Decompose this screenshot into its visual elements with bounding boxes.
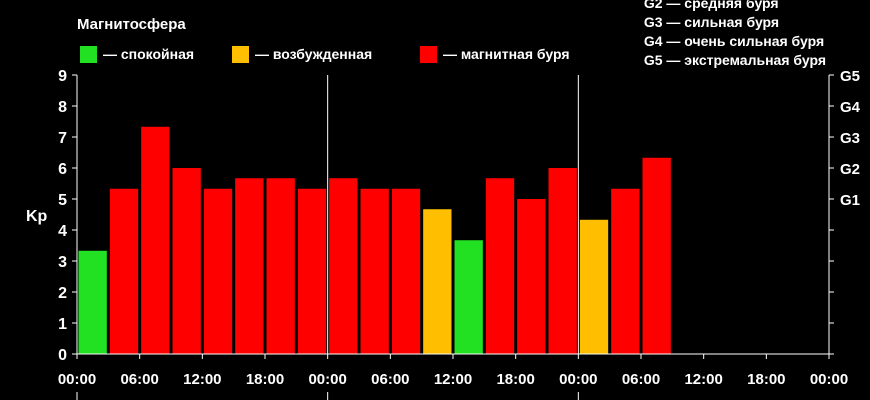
y-tick-label: 8 [58,99,67,116]
y-tick-label: 1 [58,316,67,333]
legend-swatch-quiet [80,45,97,63]
y-tick-label: 9 [58,68,67,85]
legend-swatch-storm [420,45,437,63]
kp-bar [203,188,233,354]
x-tick-label: 12:00 [434,371,472,388]
kp-bar [391,188,421,354]
kp-bar [360,188,389,354]
y-tick-label: 4 [58,223,67,240]
legend-label-storm: — магнитная буря [443,46,570,62]
y-tick-label: 0 [58,347,67,364]
g-scale-g3: G3 — сильная буря [643,14,780,30]
g-scale-legend: G2 — средняя буря G3 — сильная буря G4 —… [644,0,826,70]
kp-bar [141,126,170,355]
legend-label-disturbed: — возбужденная [255,46,373,62]
g-scale-g4: G4 — очень сильная буря [643,33,825,49]
x-tick-label: 06:00 [371,371,409,388]
g-tick-label: G1 [840,192,860,209]
kp-bar [642,157,671,354]
g-tick-label: G4 [840,99,861,116]
g-tick-label: G3 [840,130,860,147]
kp-bar [266,178,295,354]
x-tick-label: 18:00 [496,371,534,388]
kp-bar [423,209,452,354]
kp-bar [109,188,139,354]
y-tick-label: 5 [58,192,67,209]
x-tick-label: 00:00 [810,371,848,388]
kp-bar [454,240,483,354]
legend-swatch-disturbed [232,45,249,63]
kp-bar [78,250,107,354]
kp-bar [611,188,640,354]
kp-bar [548,168,577,354]
x-tick-label: 00:00 [308,371,346,388]
x-tick-label: 00:00 [559,371,597,388]
kp-bar [235,178,264,354]
y-tick-label: 7 [58,130,67,147]
legend-label-quiet: — спокойная [103,46,195,62]
g-tick-label: G2 [840,161,860,178]
y-tick-label: 6 [58,161,67,178]
legend-item-disturbed: — возбужденная [232,45,372,63]
kp-bar [329,178,358,354]
legend-item-storm: — магнитная буря [420,45,570,63]
kp-bar [297,188,327,354]
legend-item-quiet: — спокойная [80,45,194,63]
legend-title: Магнитосфера [77,16,186,33]
kp-bar [579,219,609,354]
x-tick-label: 06:00 [120,371,158,388]
y-tick-label: 2 [58,285,67,302]
x-tick-label: 06:00 [622,371,660,388]
x-tick-label: 12:00 [684,371,722,388]
y-tick-label: 3 [58,254,67,271]
g-scale-g5: G5 — экстремальная буря [643,52,826,68]
g-tick-label: G5 [840,68,860,85]
y-axis-label: Kp [26,208,48,225]
kp-bar [172,168,201,354]
x-tick-label: 18:00 [246,371,284,388]
x-tick-label: 12:00 [183,371,221,388]
x-tick-label: 18:00 [747,371,785,388]
kp-bar [485,178,515,354]
g-scale-g2: G2 — средняя буря [643,0,779,11]
kp-bar [517,199,546,354]
x-tick-label: 00:00 [58,371,96,388]
